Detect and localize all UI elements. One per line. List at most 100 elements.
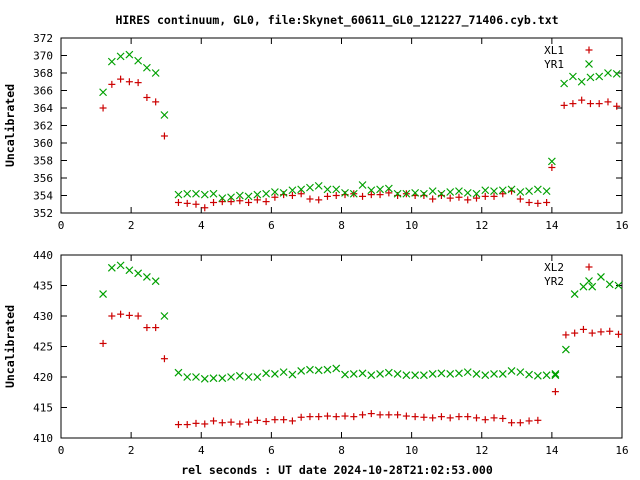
plot-frame xyxy=(60,254,623,439)
data-point xyxy=(235,371,244,380)
data-point xyxy=(402,189,411,198)
data-point xyxy=(384,368,393,377)
data-point xyxy=(227,418,235,426)
data-point xyxy=(218,198,226,206)
data-point xyxy=(614,281,623,290)
x-tick-label: 12 xyxy=(475,444,488,457)
series-XL2 xyxy=(99,310,622,429)
data-point xyxy=(437,413,445,421)
data-point xyxy=(160,355,168,363)
data-point xyxy=(151,277,160,286)
data-point xyxy=(218,374,227,383)
data-point xyxy=(588,329,596,337)
data-point xyxy=(271,193,279,201)
data-point xyxy=(472,370,481,378)
data-point xyxy=(359,411,367,419)
data-point xyxy=(376,370,384,378)
x-tick-label: 14 xyxy=(545,444,559,457)
data-point xyxy=(560,79,569,88)
y-tick-label: 352 xyxy=(33,207,53,220)
data-point xyxy=(192,200,200,208)
data-point xyxy=(192,419,200,427)
bottom-panel: 0 2 4 6 8 10 12 14 16 410 415 420 425 430 435 440 Uncali… xyxy=(3,249,629,457)
data-point xyxy=(200,374,209,383)
data-point xyxy=(376,185,384,194)
data-point xyxy=(279,188,288,197)
data-point xyxy=(245,199,253,206)
data-point xyxy=(142,273,151,281)
data-point xyxy=(288,370,297,379)
data-point xyxy=(463,188,472,197)
data-point xyxy=(419,189,428,198)
data-point xyxy=(472,189,481,198)
data-point xyxy=(543,199,551,206)
data-point xyxy=(183,189,192,198)
data-point xyxy=(516,195,524,203)
data-point xyxy=(192,373,200,381)
data-point xyxy=(551,388,559,396)
data-point xyxy=(107,263,116,272)
data-point xyxy=(472,414,480,422)
x-tick-label: 6 xyxy=(268,444,275,457)
data-point xyxy=(125,50,134,59)
data-point xyxy=(116,52,125,61)
data-point xyxy=(183,421,191,429)
data-point xyxy=(288,186,297,195)
data-point xyxy=(393,189,402,198)
data-point xyxy=(595,72,604,81)
data-point xyxy=(218,194,227,203)
data-point xyxy=(428,370,437,378)
data-point xyxy=(245,418,253,426)
data-point xyxy=(560,101,568,109)
data-point xyxy=(244,192,253,201)
data-point xyxy=(385,189,393,197)
data-point xyxy=(99,104,107,112)
data-point xyxy=(306,183,314,192)
data-point xyxy=(262,369,271,378)
data-point xyxy=(525,199,533,206)
data-point xyxy=(174,421,182,429)
data-point xyxy=(116,261,125,270)
data-point xyxy=(614,330,622,338)
data-point xyxy=(99,88,107,97)
data-point xyxy=(534,199,542,207)
data-point xyxy=(384,184,393,193)
data-point xyxy=(152,324,160,332)
data-point xyxy=(597,273,605,281)
data-point xyxy=(315,413,323,421)
data-point xyxy=(533,371,542,380)
y-tick-label: 430 xyxy=(33,310,53,323)
data-point xyxy=(341,370,349,379)
data-point xyxy=(201,420,209,428)
data-point xyxy=(542,371,551,380)
data-point xyxy=(472,194,480,202)
series-YR2 xyxy=(99,261,623,383)
y-tick-label: 425 xyxy=(33,341,53,354)
data-point xyxy=(125,311,133,319)
data-point xyxy=(358,369,367,378)
data-point xyxy=(570,290,579,298)
data-point xyxy=(551,370,560,378)
data-point xyxy=(429,195,437,203)
data-point xyxy=(210,417,218,425)
data-point xyxy=(359,192,367,200)
data-point xyxy=(542,187,551,196)
legend-label: XL2 xyxy=(544,261,564,274)
y-tick-label: 410 xyxy=(33,432,53,445)
data-point xyxy=(507,366,516,375)
data-point xyxy=(586,100,594,108)
data-point xyxy=(174,368,183,377)
data-point xyxy=(367,371,376,380)
data-point xyxy=(551,371,560,380)
data-point xyxy=(446,194,454,202)
legend-label: XL1 xyxy=(544,44,564,57)
data-point xyxy=(209,189,218,198)
data-point xyxy=(332,413,340,421)
data-point xyxy=(446,188,455,196)
data-point xyxy=(253,416,261,424)
data-point xyxy=(446,370,455,378)
data-point xyxy=(218,419,226,427)
data-point xyxy=(411,413,419,421)
data-point xyxy=(464,413,472,421)
